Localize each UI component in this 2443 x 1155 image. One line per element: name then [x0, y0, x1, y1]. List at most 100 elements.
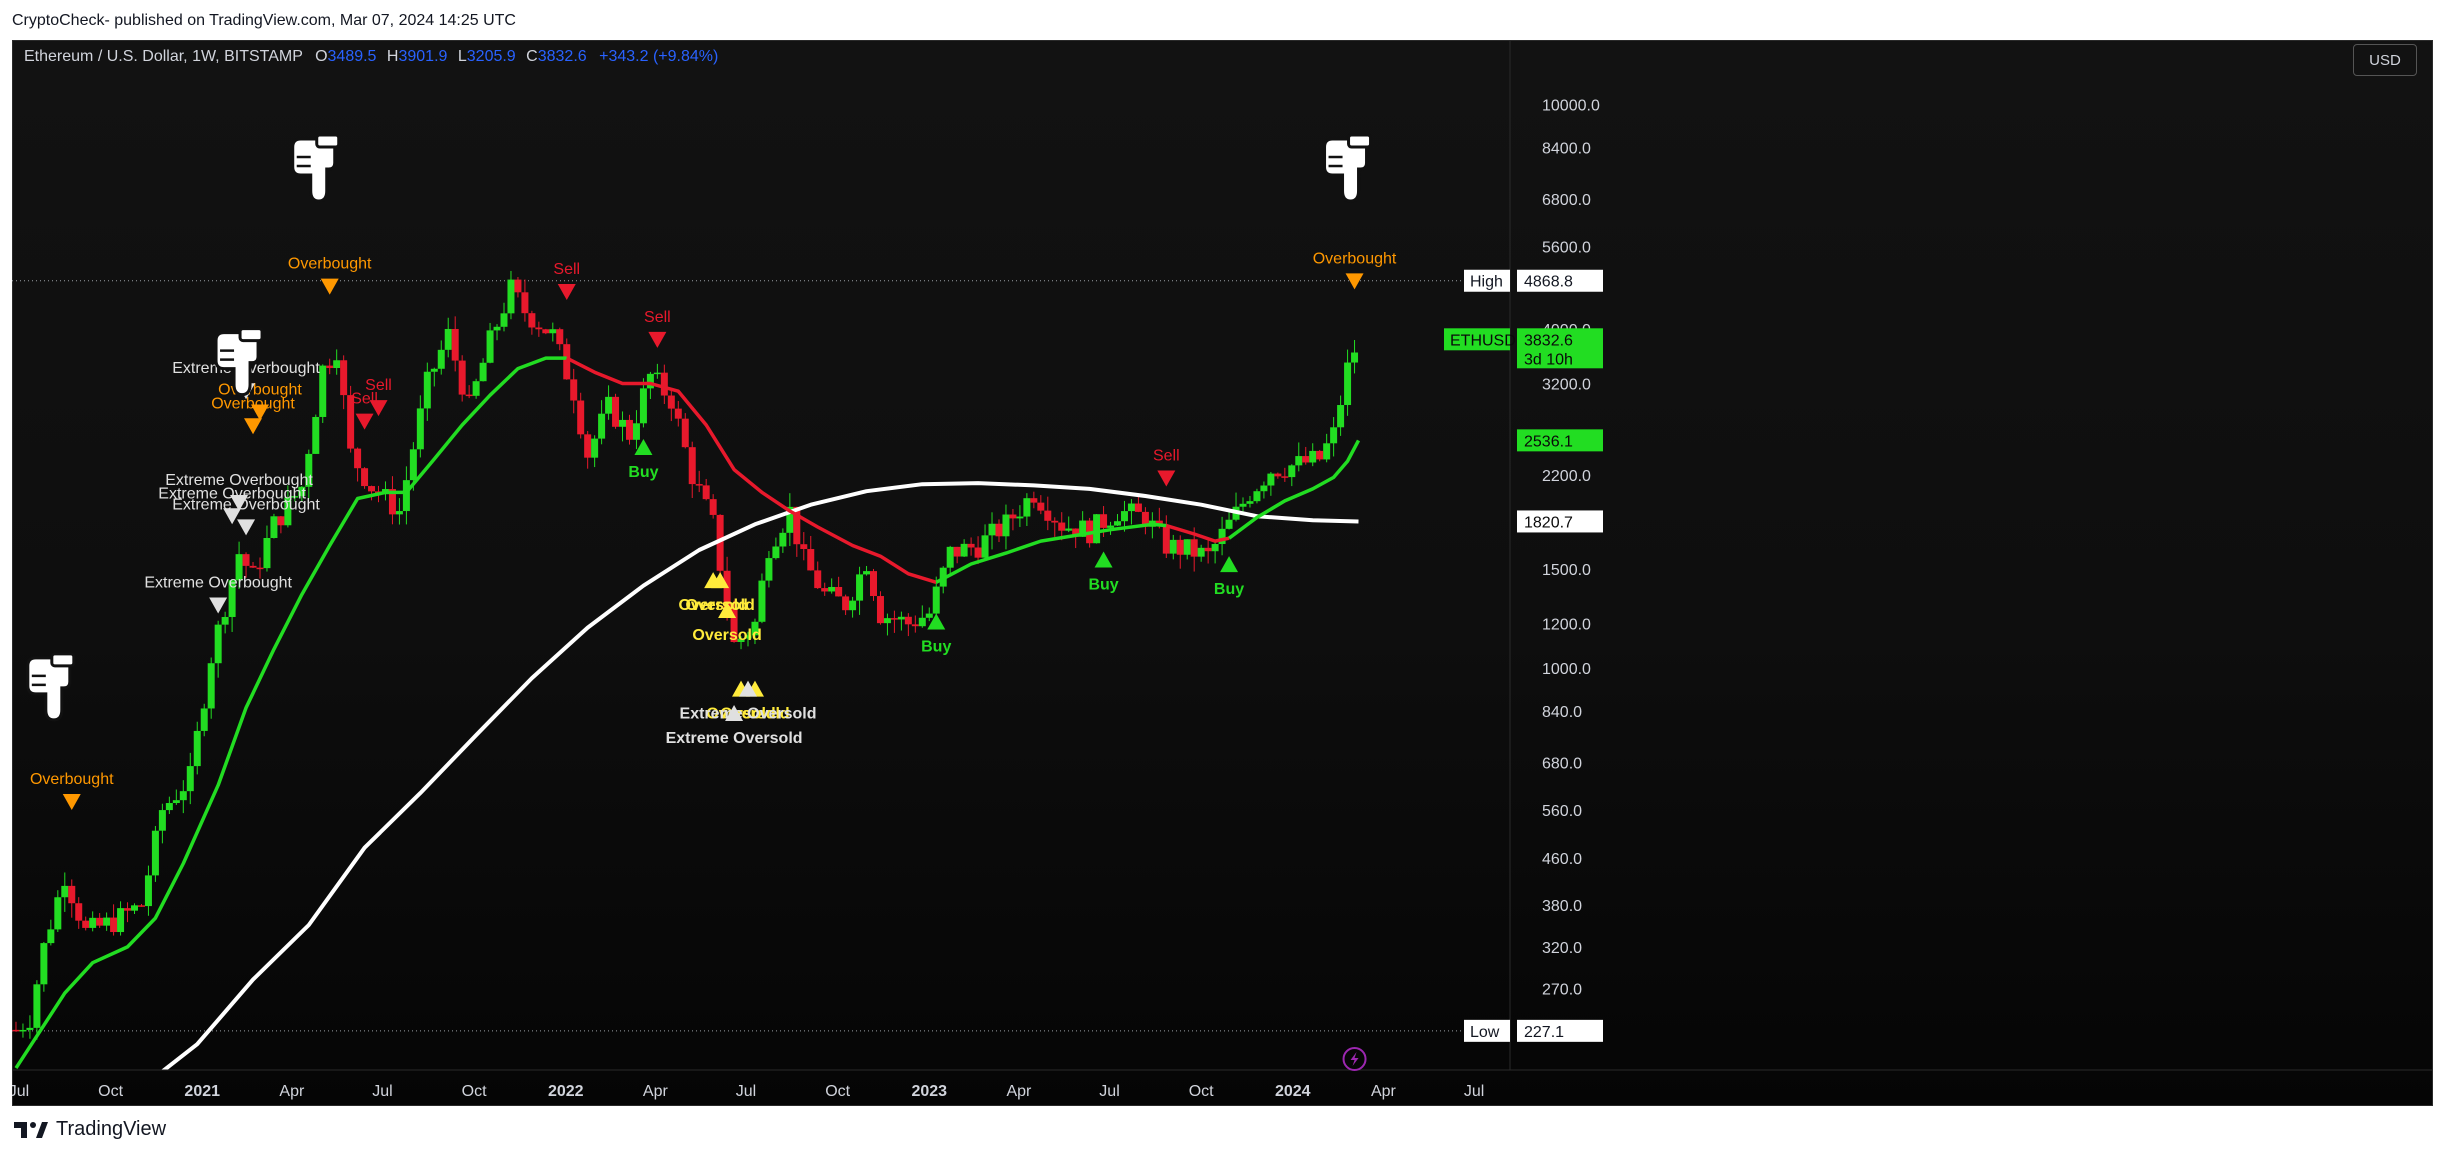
ema-fast-line-up — [14, 356, 567, 1070]
candle-body — [981, 535, 989, 558]
candle-body — [779, 532, 787, 547]
candle-body — [883, 618, 891, 624]
oversold-label: Oversold — [692, 627, 761, 644]
candle-body — [1169, 539, 1177, 554]
candle-body — [904, 616, 912, 625]
candle-body — [591, 438, 599, 458]
tradingview-logo[interactable]: TradingView — [14, 1118, 166, 1141]
marker-value-bg — [1517, 269, 1603, 292]
candle-body — [1023, 498, 1031, 517]
price-tick-label: 270.0 — [1542, 982, 1582, 999]
candle-body — [186, 766, 194, 792]
ema-fast-line-up — [935, 522, 1167, 584]
candle-body — [193, 730, 201, 767]
candle-body — [1072, 528, 1080, 537]
chart-panel[interactable] — [12, 40, 2433, 1106]
candle-body — [632, 423, 640, 440]
time-tick-label: Apr — [279, 1083, 305, 1100]
candle-body — [1253, 491, 1261, 502]
candle-body — [249, 565, 257, 568]
candle-body — [751, 621, 759, 636]
candle-body — [737, 638, 745, 642]
candle-body — [493, 326, 501, 331]
buy-signal: Buy — [921, 613, 951, 655]
candle-body — [131, 905, 139, 911]
candle-body — [1058, 522, 1066, 531]
candle-body — [1037, 502, 1045, 511]
candle-body — [1351, 352, 1359, 363]
price-tick-label: 460.0 — [1542, 851, 1582, 868]
candle-body — [1323, 443, 1331, 460]
price-tick-label: 2200.0 — [1542, 468, 1591, 485]
candle-body — [361, 468, 369, 487]
candle-body — [1274, 473, 1282, 477]
candle-body — [605, 396, 613, 414]
candle-body — [124, 908, 132, 911]
time-tick-label: Oct — [1189, 1083, 1214, 1100]
candle-body — [695, 484, 703, 486]
oversold-arrow-up — [711, 572, 730, 589]
time-tick-label: Jul — [12, 1083, 29, 1100]
candle-body — [960, 543, 968, 557]
time-tick-label: 2024 — [1275, 1083, 1311, 1100]
ema-fast-line-down — [1165, 523, 1230, 543]
bar-countdown: 3d 10h — [1524, 351, 1573, 368]
ema-fast-tag-bg — [1517, 429, 1603, 452]
time-tick-label: Jul — [372, 1083, 392, 1100]
publish-info: CryptoCheck- published on TradingView.co… — [12, 12, 516, 29]
candle-body — [1141, 511, 1149, 527]
candle-body — [305, 453, 313, 487]
price-tick-label: 8400.0 — [1542, 140, 1591, 157]
candle-body — [528, 313, 536, 328]
candle-body — [995, 523, 1003, 537]
candle-body — [1204, 547, 1212, 552]
extreme_overbought-label: Extreme Overbought — [144, 574, 292, 591]
current-symbol-bg — [1444, 328, 1510, 351]
candle-body — [876, 596, 884, 624]
candle-body — [946, 546, 954, 568]
price-tick-label: 5600.0 — [1542, 240, 1591, 257]
price-tick-label: 380.0 — [1542, 898, 1582, 915]
candle-body — [793, 506, 801, 545]
candle-body — [1016, 516, 1024, 519]
buy-signal: Buy — [1214, 556, 1244, 598]
candle-body — [1337, 405, 1345, 428]
overbought-label: Overbought — [1313, 250, 1397, 267]
candle-body — [151, 830, 159, 876]
candle-body — [263, 537, 271, 569]
tradingview-brand: TradingView — [56, 1118, 167, 1140]
currency-button[interactable]: USD — [2353, 44, 2417, 76]
candle-body — [584, 434, 592, 458]
candle-body — [137, 905, 145, 907]
time-tick-label: Oct — [462, 1083, 487, 1100]
candle-body — [1281, 476, 1289, 478]
candle-body — [814, 570, 822, 589]
candle-body — [402, 480, 410, 512]
price-chart[interactable]: OverboughtOverboughtOverboughtOverbought… — [12, 40, 2433, 1106]
marker-label-bg — [1464, 269, 1510, 292]
candle-body — [786, 506, 794, 533]
candle-body — [291, 496, 299, 498]
candle-body — [165, 803, 173, 811]
current-price-tag: ETHUSD 3832.6 3d 10h — [1444, 328, 1603, 369]
price-tick-label: 3200.0 — [1542, 376, 1591, 393]
extreme_overbought-arrow-down — [237, 519, 256, 536]
extreme_overbought-signal: Extreme Overbought — [165, 472, 313, 512]
candle-body — [612, 396, 620, 427]
candle-body — [709, 499, 717, 515]
time-tick-label: Jul — [736, 1083, 756, 1100]
candle-body — [19, 1029, 27, 1032]
marker-value: 227.1 — [1524, 1024, 1564, 1041]
ema-fast-price-tag: 2536.1 — [1517, 429, 1603, 452]
candle-body — [388, 489, 396, 515]
candle-body — [688, 447, 696, 485]
extreme_overbought-arrow-down — [230, 495, 249, 512]
current-price-bg — [1517, 328, 1603, 369]
candle-body — [849, 600, 857, 611]
overbought-arrow-down — [62, 793, 81, 810]
oversold-arrow-up — [718, 602, 737, 619]
candle-body — [967, 543, 975, 548]
marker-high: High 4868.8 — [1464, 269, 1603, 292]
candle-body — [1162, 525, 1170, 554]
hand-cuff — [50, 652, 76, 668]
